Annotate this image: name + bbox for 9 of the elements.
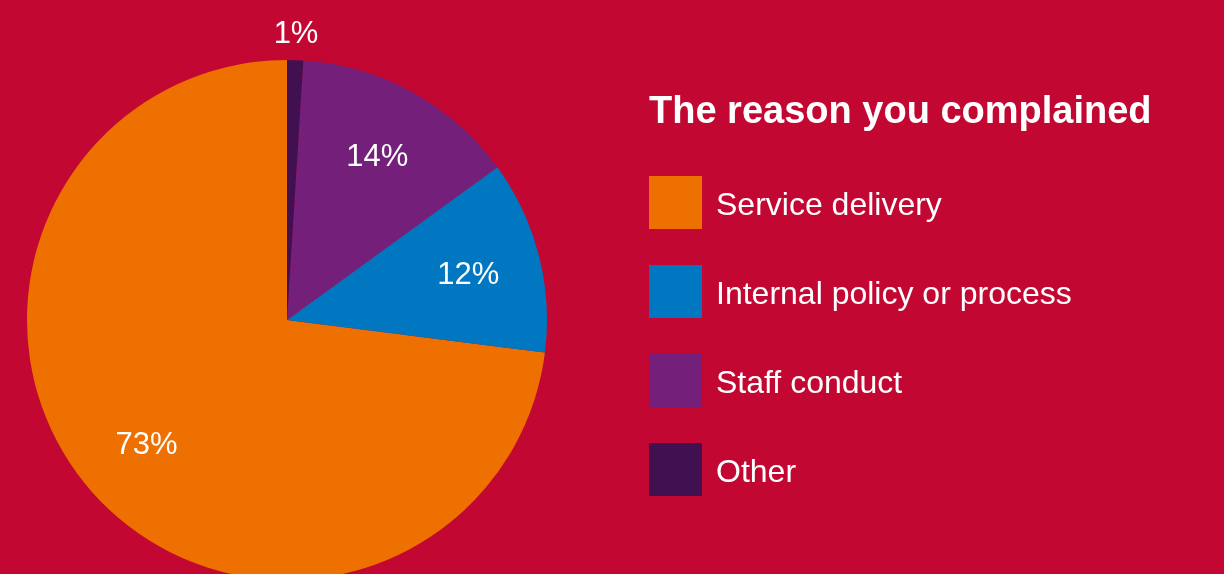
legend-label: Staff conduct: [716, 364, 903, 400]
data-label: 73%: [115, 426, 178, 462]
legend-label: Internal policy or process: [716, 275, 1072, 311]
legend-label: Other: [716, 453, 797, 489]
legend-title: The reason you complained: [649, 89, 1152, 131]
legend-label: Service delivery: [716, 186, 942, 222]
data-label: 1%: [273, 14, 319, 50]
data-label: 12%: [437, 255, 500, 291]
data-label: 14%: [346, 138, 409, 174]
